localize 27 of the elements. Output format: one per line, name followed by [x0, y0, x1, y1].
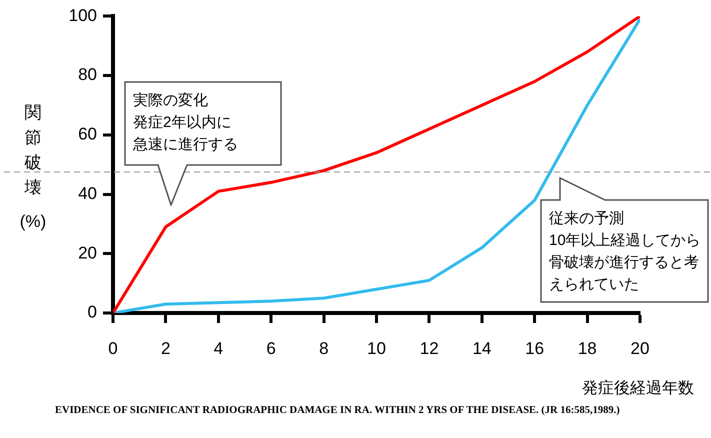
x-tick-label: 8 [319, 338, 329, 358]
x-tick-label: 10 [367, 338, 386, 358]
text: EVIDENCE OF SIGNIFICANT RADIOGRAPHIC DAMAGE IN RA. WITHIN 2 YRS OF THE DISEASE. (JR 16:585,1989.) [55, 404, 621, 418]
y-tick-label: 40 [78, 184, 97, 203]
y-axis-title: 関節破壊 (%) [18, 102, 48, 232]
annotation: 従来の予測 [549, 209, 625, 229]
x-axis-title: 発症後経過年数 [582, 378, 694, 399]
x-tick-label: 0 [108, 338, 118, 358]
annotation: 骨破壊が進行すると考 [549, 253, 700, 273]
x-tick-label: 12 [420, 338, 439, 358]
x-tick-label: 2 [160, 338, 170, 358]
x-tick-label: 14 [472, 338, 492, 358]
annotation: えられていた [549, 275, 640, 295]
y-tick-label: 100 [68, 6, 97, 25]
x-tick-label: 20 [630, 338, 650, 358]
y-tick-label: 20 [78, 243, 97, 262]
x-tick-label: 18 [578, 338, 597, 358]
annotation: 急速に進行する [133, 135, 238, 155]
x-tick-label: 16 [525, 338, 544, 358]
annotation: 発症2年以内に [133, 113, 232, 133]
x-tick-label: 4 [214, 338, 224, 358]
y-tick-label: 60 [78, 124, 97, 144]
annotation: 実際の変化 [133, 91, 209, 111]
annotation: 10年以上経過してから [549, 231, 701, 251]
y-tick-label: 0 [88, 302, 97, 322]
y-tick-label: 80 [78, 65, 97, 84]
x-tick-label: 6 [266, 338, 276, 358]
